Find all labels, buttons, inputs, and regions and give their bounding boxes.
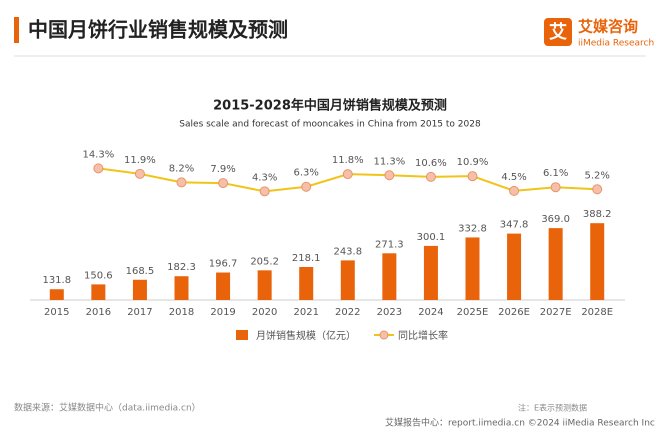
chart-title: 2015-2028年中国月饼销售规模及预测 (213, 98, 447, 114)
growth-label: 11.3% (373, 156, 405, 167)
growth-point (592, 184, 603, 195)
bar (132, 279, 147, 300)
bar-label: 271.3 (375, 239, 404, 250)
growth-point (467, 171, 478, 182)
bar-label: 131.8 (42, 275, 71, 286)
x-tick-label: 2021 (293, 307, 318, 318)
x-tick-label: 2020 (252, 307, 277, 318)
growth-point (134, 168, 145, 179)
bar (91, 284, 106, 300)
x-tick-label: 2028E (581, 307, 613, 318)
x-tick-label: 2019 (210, 307, 235, 318)
growth-point (342, 169, 353, 180)
bar-label: 182.3 (167, 262, 196, 273)
growth-point (93, 163, 104, 174)
bar-label: 205.2 (250, 256, 279, 267)
bar (382, 253, 397, 300)
x-tick-label: 2022 (335, 307, 360, 318)
growth-point (509, 185, 520, 196)
growth-point (425, 171, 436, 182)
logo-sub: iiMedia Research (578, 39, 654, 49)
growth-label: 4.3% (252, 172, 277, 183)
growth-label: 10.9% (457, 157, 489, 168)
growth-point (176, 177, 187, 188)
bar-label: 347.8 (500, 220, 529, 231)
growth-label: 6.3% (294, 168, 319, 179)
logo-icon (544, 18, 572, 46)
bar (299, 267, 314, 300)
bar (507, 233, 522, 300)
bar (174, 276, 189, 300)
x-tick-label: 2024 (418, 307, 443, 318)
note: 注：E表示预测数据 (518, 403, 587, 413)
bar-label: 332.8 (458, 223, 487, 234)
bar-label: 196.7 (209, 259, 238, 270)
bar (590, 223, 605, 300)
bar-label: 300.1 (417, 232, 446, 243)
bar (465, 237, 480, 300)
legend-swatch (236, 330, 248, 340)
logo-glyph: 艾 (549, 21, 567, 43)
x-tick-label: 2025E (457, 307, 489, 318)
title-accent (14, 17, 19, 43)
growth-label: 11.9% (124, 155, 156, 166)
x-tick-label: 2015 (44, 307, 69, 318)
legend-label: 同比增长率 (398, 329, 448, 342)
legend-swatch-dot (379, 330, 389, 340)
growth-point (259, 186, 270, 197)
bar-label: 388.2 (583, 209, 612, 220)
source: 数据来源：艾媒数据中心（data.iimedia.cn） (14, 402, 201, 414)
growth-label: 8.2% (169, 163, 194, 174)
x-tick-label: 2027E (540, 307, 572, 318)
bar-label: 369.0 (541, 214, 570, 225)
footer-report: 艾媒报告中心：report.iimedia.cn ©2024 iiMedia R… (385, 417, 655, 429)
logo-text: 艾媒咨询 (578, 18, 638, 36)
x-tick-label: 2016 (86, 307, 111, 318)
bar (423, 245, 438, 300)
growth-label: 7.9% (210, 164, 235, 175)
legend-label: 月饼销售规模（亿元） (256, 329, 356, 342)
bar-label: 168.5 (126, 266, 155, 277)
bar (340, 260, 355, 300)
x-tick-label: 2017 (127, 307, 152, 318)
growth-label: 4.5% (501, 172, 526, 183)
x-tick-label: 2018 (169, 307, 194, 318)
bar (548, 228, 563, 300)
page-title: 中国月饼行业销售规模及预测 (28, 18, 288, 42)
bar (49, 289, 64, 300)
bar-label: 150.6 (84, 270, 113, 281)
bar (257, 270, 272, 300)
growth-label: 5.2% (585, 170, 610, 181)
growth-point (218, 178, 229, 189)
bar-label: 243.8 (333, 246, 362, 257)
x-tick-label: 2026E (498, 307, 530, 318)
growth-label: 6.1% (543, 168, 568, 179)
growth-label: 14.3% (82, 149, 114, 160)
growth-label: 11.8% (332, 155, 364, 166)
bar (216, 272, 231, 300)
x-tick-label: 2023 (377, 307, 402, 318)
chart-subtitle: Sales scale and forecast of mooncakes in… (179, 120, 481, 130)
growth-point (301, 181, 312, 192)
bar-label: 218.1 (292, 253, 321, 264)
growth-point (384, 170, 395, 181)
growth-point (550, 182, 561, 193)
growth-label: 10.6% (415, 158, 447, 169)
